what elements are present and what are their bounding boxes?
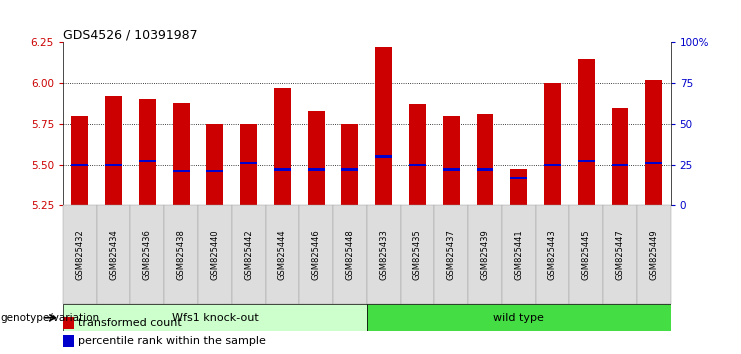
Bar <box>198 205 232 304</box>
Text: percentile rank within the sample: percentile rank within the sample <box>79 336 266 346</box>
Bar <box>476 114 494 205</box>
Text: GSM825432: GSM825432 <box>76 229 84 280</box>
Text: GSM825434: GSM825434 <box>109 229 118 280</box>
Text: GSM825446: GSM825446 <box>312 229 321 280</box>
Bar <box>637 205 671 304</box>
Bar <box>569 205 603 304</box>
Bar <box>401 205 434 304</box>
Text: GSM825439: GSM825439 <box>480 229 490 280</box>
Bar <box>511 177 527 179</box>
Bar <box>578 59 594 205</box>
Text: transformed count: transformed count <box>79 318 182 328</box>
Text: GSM825436: GSM825436 <box>143 229 152 280</box>
Bar <box>130 205 165 304</box>
Bar <box>375 155 392 158</box>
Text: Wfs1 knock-out: Wfs1 knock-out <box>171 313 259 323</box>
Bar <box>173 103 190 205</box>
Text: GSM825440: GSM825440 <box>210 229 219 280</box>
Bar <box>544 83 561 205</box>
Text: GSM825441: GSM825441 <box>514 229 523 280</box>
Bar <box>409 164 426 166</box>
Bar <box>173 170 190 172</box>
Bar <box>105 96 122 205</box>
Bar <box>63 205 97 304</box>
Text: GSM825447: GSM825447 <box>616 229 625 280</box>
Text: GSM825438: GSM825438 <box>176 229 186 280</box>
Bar <box>71 164 88 166</box>
Bar <box>645 80 662 205</box>
Bar <box>502 205 536 304</box>
Bar <box>611 108 628 205</box>
Bar <box>63 317 64 329</box>
Bar <box>511 170 527 205</box>
Bar <box>240 124 257 205</box>
Bar <box>333 205 367 304</box>
Bar <box>274 169 290 171</box>
Bar <box>63 335 74 347</box>
Bar <box>442 116 459 205</box>
Bar <box>342 124 359 205</box>
Bar <box>645 162 662 164</box>
Text: GSM825442: GSM825442 <box>244 229 253 280</box>
Bar <box>367 205 401 304</box>
Bar <box>434 205 468 304</box>
Bar <box>367 304 671 331</box>
Text: GSM825433: GSM825433 <box>379 229 388 280</box>
Bar <box>274 88 290 205</box>
Text: GSM825443: GSM825443 <box>548 229 557 280</box>
Bar <box>308 169 325 171</box>
Bar <box>165 205 198 304</box>
Bar <box>139 160 156 162</box>
Bar <box>265 205 299 304</box>
Text: GSM825448: GSM825448 <box>345 229 354 280</box>
Bar <box>63 317 74 329</box>
Bar <box>442 169 459 171</box>
Text: wild type: wild type <box>494 313 544 323</box>
Text: GSM825435: GSM825435 <box>413 229 422 280</box>
Bar <box>409 104 426 205</box>
Bar <box>342 169 359 171</box>
Bar <box>578 160 594 162</box>
Text: GSM825437: GSM825437 <box>447 229 456 280</box>
Bar <box>544 164 561 166</box>
Bar <box>207 124 223 205</box>
Text: GSM825449: GSM825449 <box>649 229 658 280</box>
Text: GDS4526 / 10391987: GDS4526 / 10391987 <box>63 28 198 41</box>
Bar <box>63 304 367 331</box>
Bar <box>611 164 628 166</box>
Bar <box>603 205 637 304</box>
Bar <box>232 205 265 304</box>
Bar <box>375 47 392 205</box>
Bar <box>308 111 325 205</box>
Bar <box>468 205 502 304</box>
Text: GSM825444: GSM825444 <box>278 229 287 280</box>
Bar <box>299 205 333 304</box>
Bar <box>207 170 223 172</box>
Bar <box>71 116 88 205</box>
Bar <box>105 164 122 166</box>
Bar <box>476 169 494 171</box>
Bar <box>97 205 130 304</box>
Bar <box>536 205 569 304</box>
Bar <box>139 99 156 205</box>
Text: genotype/variation: genotype/variation <box>1 313 100 323</box>
Text: GSM825445: GSM825445 <box>582 229 591 280</box>
Bar <box>240 162 257 164</box>
